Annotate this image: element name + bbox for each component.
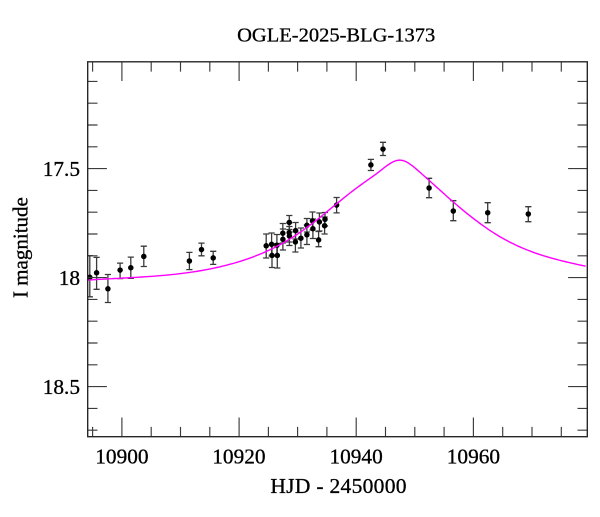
svg-text:17.5: 17.5 — [43, 157, 80, 181]
svg-text:I magnitude: I magnitude — [9, 197, 33, 298]
svg-text:18: 18 — [59, 266, 80, 290]
svg-text:10900: 10900 — [95, 444, 148, 468]
svg-text:10940: 10940 — [329, 444, 382, 468]
svg-text:10960: 10960 — [447, 444, 500, 468]
svg-text:OGLE-2025-BLG-1373: OGLE-2025-BLG-1373 — [237, 25, 435, 47]
svg-text:HJD - 2450000: HJD - 2450000 — [270, 474, 406, 498]
svg-text:18.5: 18.5 — [43, 375, 80, 399]
svg-text:10920: 10920 — [212, 444, 265, 468]
